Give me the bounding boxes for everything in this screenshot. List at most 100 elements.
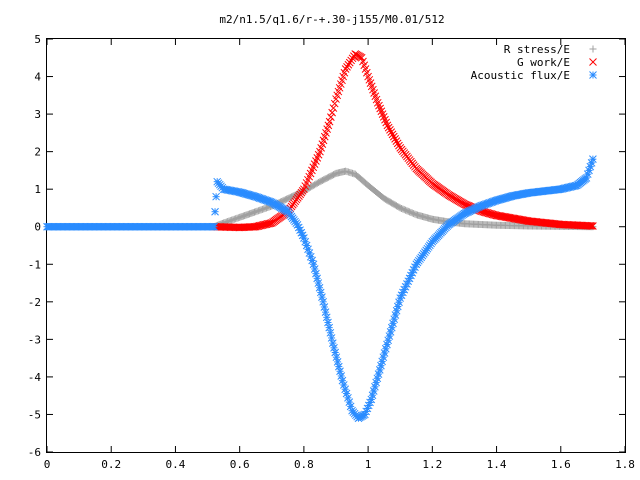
data-point bbox=[319, 297, 328, 306]
data-point bbox=[386, 126, 394, 134]
data-point bbox=[341, 385, 350, 394]
x-tick-label: 0.6 bbox=[230, 458, 250, 471]
x-tick-label: 0 bbox=[44, 458, 51, 471]
data-point bbox=[393, 302, 402, 311]
y-tick-label: 4 bbox=[34, 71, 41, 84]
legend-marker bbox=[589, 71, 597, 79]
data-point bbox=[344, 60, 353, 69]
data-point bbox=[330, 343, 338, 352]
x-tick-label: 0.8 bbox=[294, 458, 314, 471]
data-point bbox=[589, 155, 597, 163]
data-point bbox=[377, 361, 385, 370]
data-point bbox=[333, 358, 342, 366]
data-point bbox=[210, 222, 218, 231]
data-point bbox=[388, 130, 397, 139]
series-cross bbox=[210, 50, 597, 232]
data-point bbox=[266, 219, 275, 228]
data-point bbox=[265, 219, 273, 228]
data-point bbox=[325, 323, 334, 332]
data-point bbox=[392, 137, 401, 145]
data-point bbox=[313, 274, 321, 283]
data-point bbox=[328, 339, 337, 347]
x-tick-label: 1 bbox=[365, 458, 372, 471]
data-point bbox=[379, 113, 388, 121]
data-point bbox=[322, 313, 331, 322]
chart-title: m2/n1.5/q1.6/r-+.30-j155/M0.01/512 bbox=[219, 13, 444, 26]
x-tick-label: 1.4 bbox=[487, 458, 507, 471]
data-point bbox=[395, 298, 403, 307]
data-point bbox=[321, 308, 330, 316]
y-tick-label: 3 bbox=[34, 108, 41, 121]
x-tick-label: 1.2 bbox=[422, 458, 442, 471]
data-point bbox=[589, 222, 597, 230]
series-layer bbox=[43, 50, 597, 423]
data-point bbox=[375, 101, 383, 110]
data-point bbox=[312, 269, 320, 278]
y-tick-label: 1 bbox=[34, 183, 41, 196]
x-tick-label: 0.4 bbox=[166, 458, 186, 471]
data-point bbox=[389, 132, 398, 141]
data-point bbox=[324, 318, 332, 327]
legend-marker bbox=[589, 45, 597, 53]
data-point bbox=[395, 141, 403, 150]
plot-frame bbox=[46, 38, 626, 453]
data-point bbox=[384, 123, 393, 132]
data-point bbox=[332, 353, 341, 362]
data-point bbox=[343, 63, 351, 71]
y-tick-label: -6 bbox=[28, 446, 41, 459]
data-point bbox=[381, 115, 389, 124]
data-point bbox=[336, 367, 344, 376]
data-point bbox=[376, 104, 385, 113]
data-point bbox=[334, 362, 343, 371]
axis-ticks: 0 0.2 0.4 0.6 0.8 1 1.2 1.4 1.6 1.8 -6 -5 -4 -3 -2 -1 0 1… bbox=[28, 33, 635, 471]
y-tick-label: 5 bbox=[34, 33, 41, 46]
data-point bbox=[383, 121, 392, 130]
legend-label: G work/E bbox=[517, 56, 570, 69]
data-point bbox=[393, 139, 402, 148]
data-point bbox=[329, 104, 338, 112]
data-point bbox=[377, 107, 386, 116]
data-point bbox=[315, 283, 324, 292]
data-point bbox=[341, 65, 350, 73]
y-tick-label: 0 bbox=[34, 221, 41, 234]
y-tick-label: -2 bbox=[28, 296, 41, 309]
y-tick-label: 2 bbox=[34, 146, 41, 159]
data-point bbox=[391, 135, 399, 143]
data-point bbox=[345, 58, 354, 67]
data-point bbox=[337, 372, 346, 380]
legend-label: R stress/E bbox=[504, 43, 570, 56]
data-point bbox=[390, 315, 399, 324]
data-point bbox=[327, 334, 336, 342]
data-point bbox=[331, 348, 340, 357]
data-point bbox=[318, 293, 326, 301]
data-point bbox=[211, 207, 219, 216]
data-point bbox=[325, 117, 334, 126]
y-tick-label: -4 bbox=[28, 371, 42, 384]
data-point bbox=[328, 108, 337, 117]
legend-label: Acoustic flux/E bbox=[471, 69, 570, 82]
data-point bbox=[330, 99, 339, 108]
x-tick-label: 1.8 bbox=[615, 458, 635, 471]
data-point bbox=[309, 260, 318, 269]
data-point bbox=[387, 128, 396, 136]
data-point bbox=[314, 279, 323, 287]
data-point bbox=[212, 192, 220, 201]
data-point bbox=[327, 113, 335, 121]
data-point bbox=[378, 110, 387, 118]
data-point bbox=[372, 378, 380, 387]
data-point bbox=[586, 222, 595, 230]
x-tick-label: 0.2 bbox=[101, 458, 121, 471]
y-tick-label: -1 bbox=[28, 258, 41, 271]
data-point bbox=[316, 288, 325, 297]
data-point bbox=[310, 265, 319, 273]
data-point bbox=[587, 222, 596, 230]
data-point bbox=[379, 353, 388, 362]
y-tick-label: -5 bbox=[28, 408, 41, 421]
data-point bbox=[320, 303, 329, 311]
y-tick-label: -3 bbox=[28, 333, 41, 346]
series-star bbox=[43, 155, 597, 423]
data-point bbox=[345, 398, 354, 406]
